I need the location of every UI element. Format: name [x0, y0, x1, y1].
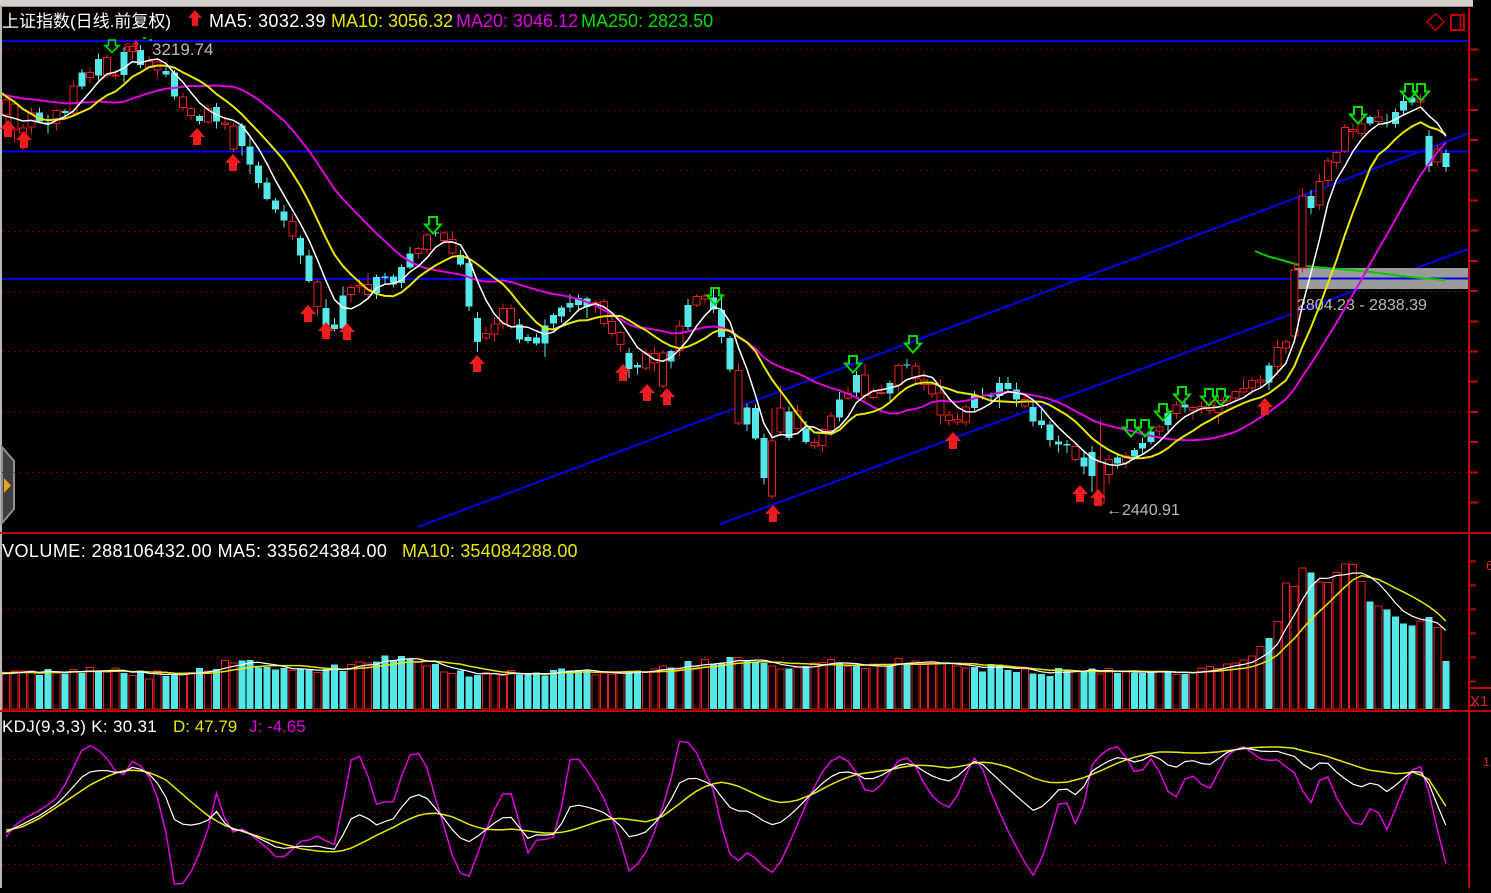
svg-text:上证指数(日线.前复权): 上证指数(日线.前复权) [2, 12, 171, 31]
svg-text:←2440.91: ←2440.91 [1106, 502, 1180, 519]
svg-text:MA10: 3056.32: MA10: 3056.32 [331, 11, 453, 31]
svg-text:3219.74: 3219.74 [152, 40, 213, 59]
svg-text:MA20: 3046.12: MA20: 3046.12 [456, 11, 578, 31]
svg-text:D: 47.79: D: 47.79 [173, 717, 237, 736]
svg-text:X1: X1 [1470, 693, 1488, 710]
svg-text:MA10: 354084288.00: MA10: 354084288.00 [402, 541, 578, 561]
svg-text:KDJ(9,3,3) K: 30.31: KDJ(9,3,3) K: 30.31 [2, 717, 157, 736]
svg-text:MA5: 3032.39: MA5: 3032.39 [209, 11, 326, 31]
svg-text:6: 6 [124, 40, 131, 55]
svg-text:VOLUME: 288106432.00 MA5: 335: VOLUME: 288106432.00 MA5: 335624384.00 [2, 541, 387, 561]
svg-text:6: 6 [1486, 558, 1491, 573]
svg-text:MA250: 2823.50: MA250: 2823.50 [581, 11, 713, 31]
svg-text:2804.23 - 2838.39: 2804.23 - 2838.39 [1297, 297, 1427, 314]
svg-text:1: 1 [1483, 755, 1490, 769]
svg-text:J: -4.65: J: -4.65 [249, 717, 306, 736]
